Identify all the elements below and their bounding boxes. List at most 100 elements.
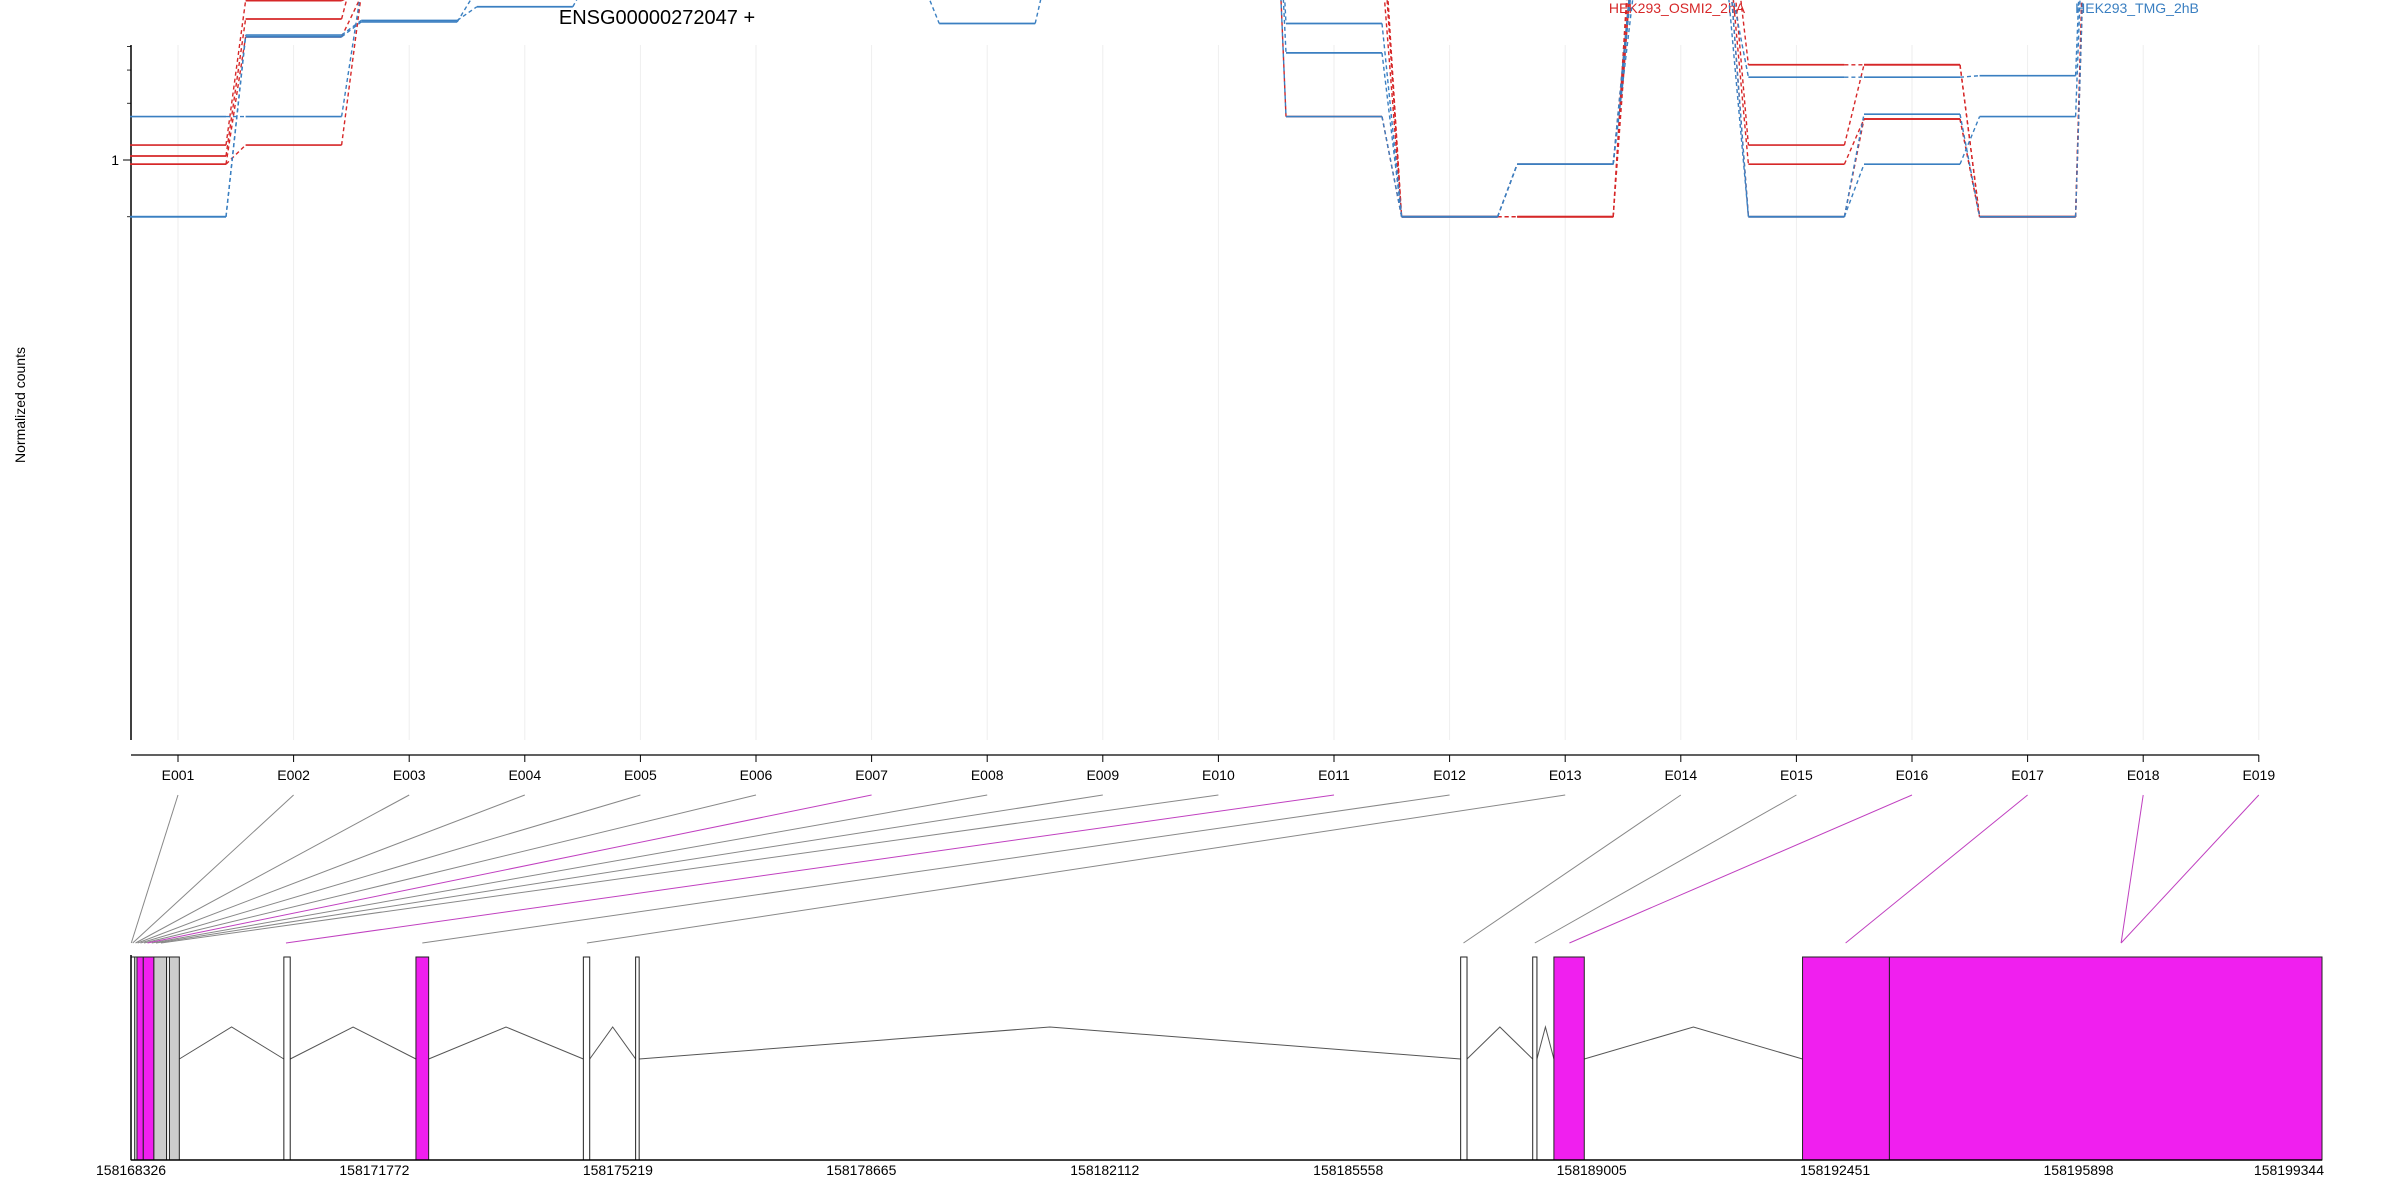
coordinate-tick-label: 158178665 [826, 1162, 896, 1178]
connector-E002 [132, 794, 294, 944]
coordinate-tick-label: 158189005 [1557, 1162, 1627, 1178]
connector-E005 [140, 794, 641, 944]
exon-E015 [1802, 956, 1890, 1161]
exon-E008 [283, 956, 291, 1161]
connector-E008 [151, 794, 988, 944]
bin-transition [340, 0, 361, 117]
bin-transition [340, 0, 361, 38]
bin-transition [1612, 0, 1628, 217]
intron [1466, 1026, 1534, 1060]
bin-transition [1496, 163, 1518, 217]
connector-E010 [160, 794, 1219, 944]
bin-transition [1612, 0, 1629, 217]
x-tick-label: E004 [508, 767, 541, 783]
exon-E009 [415, 956, 430, 1161]
bin-transition [1959, 114, 1981, 217]
legend-label-a: HEK293_OSMI2_2hA [1609, 0, 1746, 16]
bin-transition [1959, 118, 1981, 217]
connector-E017 [1845, 794, 2028, 944]
bin-transition [225, 36, 247, 165]
connector-E014 [1463, 794, 1682, 944]
intron [428, 1026, 584, 1060]
coordinate-tick-label: 158182112 [1070, 1162, 1139, 1178]
connector-E001 [130, 794, 179, 944]
bin-transition [2074, 0, 2081, 117]
x-tick-label: E018 [2127, 767, 2160, 783]
x-tick-label: E012 [1433, 767, 1466, 783]
bin-transition [1843, 114, 1865, 217]
exon-connectors [130, 794, 2260, 944]
x-tick-label: E015 [1780, 767, 1813, 783]
exon-E014 [1553, 956, 1585, 1161]
exon-E004 [142, 956, 155, 1161]
bin-transition [1843, 163, 1865, 217]
bin-transition [1731, 0, 1750, 217]
bin-transition [341, 0, 345, 2]
x-tick-label: E009 [1086, 767, 1119, 783]
bin-transition [225, 34, 247, 217]
bin-transition [225, 36, 247, 217]
coordinate-tick-label: 158192451 [1800, 1162, 1870, 1178]
bin-transition [572, 0, 578, 8]
exon-E013 [1532, 956, 1538, 1161]
connector-E019 [2120, 794, 2260, 944]
exon-E016 [1888, 956, 2323, 1161]
connector-E003 [135, 794, 410, 944]
x-tick-label: E007 [855, 767, 888, 783]
y-axis: 1101001000 [111, 45, 132, 740]
exon-E012 [1460, 956, 1468, 1161]
vertical-gridlines [177, 45, 2260, 740]
connector-E007 [147, 794, 872, 944]
connector-E004 [137, 794, 525, 944]
bin-transition [1959, 116, 1981, 165]
bin-transition [928, 0, 940, 24]
intron [289, 1026, 417, 1060]
intron [179, 1026, 285, 1060]
x-tick-label: E019 [2242, 767, 2275, 783]
coordinate-tick-label: 158195898 [2044, 1162, 2114, 1178]
connector-E018 [2120, 794, 2144, 944]
bin-transition [341, 19, 362, 36]
genomic-coordinate-axis: 158168326 158171772 158175219 158178665 1581… [96, 955, 2324, 1178]
x-tick-label: E011 [1318, 767, 1350, 783]
bin-transition [1732, 0, 1750, 165]
connector-E016 [1569, 794, 1913, 944]
connector-E009 [155, 794, 1103, 944]
x-tick-label: E005 [624, 767, 657, 783]
series-layer [130, 0, 2084, 218]
bin-transition [1284, 0, 1287, 24]
x-tick-label: E006 [740, 767, 773, 783]
bin-transition [1740, 0, 1750, 65]
y-tick-label: 1 [111, 152, 119, 168]
connector-E015 [1534, 794, 1797, 944]
chart-title: ENSG00000272047 + [559, 7, 755, 29]
coordinate-tick-label: 158175219 [583, 1162, 653, 1178]
x-tick-label: E002 [277, 767, 310, 783]
intron [589, 1026, 637, 1060]
intron [1536, 1025, 1555, 1060]
bin-transition [1735, 0, 1750, 146]
bin-transition [1843, 118, 1865, 165]
intron [639, 1026, 1461, 1060]
exon-E003 [136, 956, 144, 1161]
x-tick-label: E017 [2011, 767, 2044, 783]
bin-transition [1732, 0, 1750, 78]
x-tick-label: E008 [971, 767, 1004, 783]
bin-transition [1959, 64, 1981, 217]
x-axis: E001 E002 E003 E004 E005 E006 E007 E008 E009 E010… [131, 754, 2275, 783]
connector-E011 [285, 794, 1335, 944]
x-tick-label: E003 [393, 767, 426, 783]
coordinate-tick-label: 158199344 [2254, 1162, 2324, 1178]
bin-transition [225, 18, 247, 157]
bin-transition [456, 6, 478, 22]
bin-transition [1612, 0, 1630, 217]
bin-transition [1381, 116, 1403, 217]
bin-transition [1280, 0, 1287, 117]
connector-E013 [586, 794, 1566, 944]
exon-E011 [635, 956, 640, 1161]
coordinate-tick-label: 158185558 [1313, 1162, 1383, 1178]
exon-E010 [582, 956, 591, 1161]
x-tick-label: E001 [162, 767, 195, 783]
x-tick-label: E016 [1896, 767, 1929, 783]
